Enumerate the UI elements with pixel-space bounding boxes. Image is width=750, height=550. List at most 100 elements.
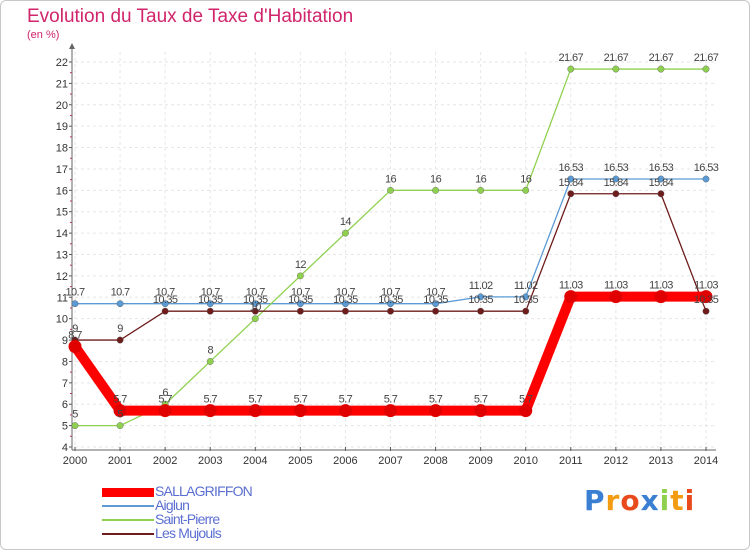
data-label: 5 (72, 409, 78, 421)
data-label: 16.53 (604, 162, 629, 174)
data-point (113, 404, 127, 418)
x-tick-label: 2004 (243, 455, 267, 467)
data-point (612, 65, 620, 73)
data-point (702, 65, 710, 73)
data-label: 5.7 (294, 394, 308, 406)
data-label: 10.35 (378, 294, 403, 306)
data-label: 11.03 (649, 280, 673, 292)
y-tick-label: 7 (62, 378, 68, 390)
data-point (657, 190, 665, 198)
data-label: 5.7 (158, 394, 172, 406)
data-label: 16 (520, 173, 532, 185)
data-label: 10.7 (156, 287, 175, 299)
data-label: 9 (117, 323, 123, 335)
data-point (251, 307, 259, 315)
legend: SALLAGRIFFON Aiglun Saint-Pierre Les Mujoul… (102, 483, 362, 541)
x-tick-label: 2005 (288, 455, 312, 467)
data-label: 10.35 (694, 294, 719, 306)
data-point (116, 336, 124, 344)
data-label: 11.03 (694, 280, 718, 292)
data-point (477, 307, 485, 315)
data-label: 11.02 (514, 280, 538, 292)
data-label: 16 (385, 173, 397, 185)
data-label: 5.7 (519, 394, 533, 406)
data-point (296, 272, 304, 280)
data-label: 5.7 (339, 394, 353, 406)
data-point (387, 307, 394, 315)
data-label: 5.7 (474, 394, 488, 406)
data-point (248, 404, 262, 418)
data-point (567, 65, 575, 73)
data-label: 21.67 (604, 52, 629, 64)
data-label: 16.53 (559, 162, 584, 174)
y-tick-label: 21 (56, 78, 68, 90)
data-point (612, 190, 620, 198)
data-label: 5 (117, 409, 123, 421)
x-tick-labels: 2000 2001 2002 2003 2004 2005 2006 2007 2008 2009… (63, 455, 718, 467)
data-point (432, 300, 439, 308)
data-point (342, 300, 349, 308)
data-point (161, 300, 169, 308)
data-point (71, 300, 79, 308)
data-point (609, 290, 623, 304)
data-point (206, 307, 214, 315)
data-point (477, 186, 485, 194)
y-tick-label: 13 (56, 250, 68, 262)
data-label: 10.7 (246, 287, 265, 299)
x-tick-label: 2001 (108, 455, 132, 467)
data-label: 10.35 (513, 294, 538, 306)
data-label: 10.7 (65, 287, 84, 299)
data-point (522, 293, 530, 301)
data-point (71, 422, 79, 430)
data-point (384, 404, 397, 418)
legend-label: Saint-Pierre (155, 511, 220, 527)
data-point (612, 175, 620, 183)
data-label: 11.03 (559, 280, 583, 292)
data-point (293, 404, 307, 418)
y-tick-label: 20 (56, 100, 68, 112)
data-label: 5.7 (429, 394, 443, 406)
y-tick-label: 12 (56, 271, 68, 283)
y-tick-label: 11 (57, 292, 68, 304)
y-tick-label: 15 (56, 207, 68, 219)
x-tick-label: 2014 (694, 455, 718, 467)
data-point (654, 290, 668, 304)
data-label: 5.7 (249, 394, 263, 406)
legend-label: Les Mujouls (155, 525, 222, 541)
y-tick-label: 8 (62, 356, 68, 368)
data-point (161, 307, 169, 315)
legend-swatch (102, 505, 154, 507)
data-point (564, 290, 578, 304)
data-point (342, 307, 349, 315)
data-point (699, 290, 713, 304)
y-tick-labels: 4 5 6 7 8 9 10 11 12 13 14 15 16 17 18 19 20 21 22 (56, 57, 68, 454)
proxiti-logo: Proxiti (584, 484, 695, 517)
x-tick-label: 2002 (153, 455, 177, 467)
data-label: 10 (250, 302, 262, 314)
legend-label: Aiglun (155, 497, 190, 513)
axes (69, 43, 716, 451)
data-label: 15.84 (604, 177, 629, 189)
data-point (206, 358, 214, 365)
data-label: 21.67 (559, 52, 584, 64)
data-label: 16 (475, 173, 487, 185)
x-tick-label: 2008 (423, 455, 447, 467)
data-label: 5.7 (203, 394, 217, 406)
grid-lines (74, 52, 714, 448)
legend-swatch (102, 519, 154, 521)
data-label: 11.02 (469, 280, 493, 292)
y-tick-label: 6 (62, 399, 68, 411)
data-point (251, 315, 259, 323)
legend-label: SALLAGRIFFON (155, 483, 253, 499)
data-label: 12 (295, 259, 307, 271)
x-tick-label: 2003 (198, 455, 222, 467)
data-point (477, 293, 485, 301)
data-label: 10.35 (423, 294, 448, 306)
y-tick-label: 19 (56, 121, 68, 133)
data-point (429, 404, 443, 418)
legend-swatch (102, 533, 154, 535)
data-label: 9 (72, 323, 78, 335)
legend-item: Aiglun (102, 497, 362, 513)
data-label: 21.67 (649, 52, 674, 64)
